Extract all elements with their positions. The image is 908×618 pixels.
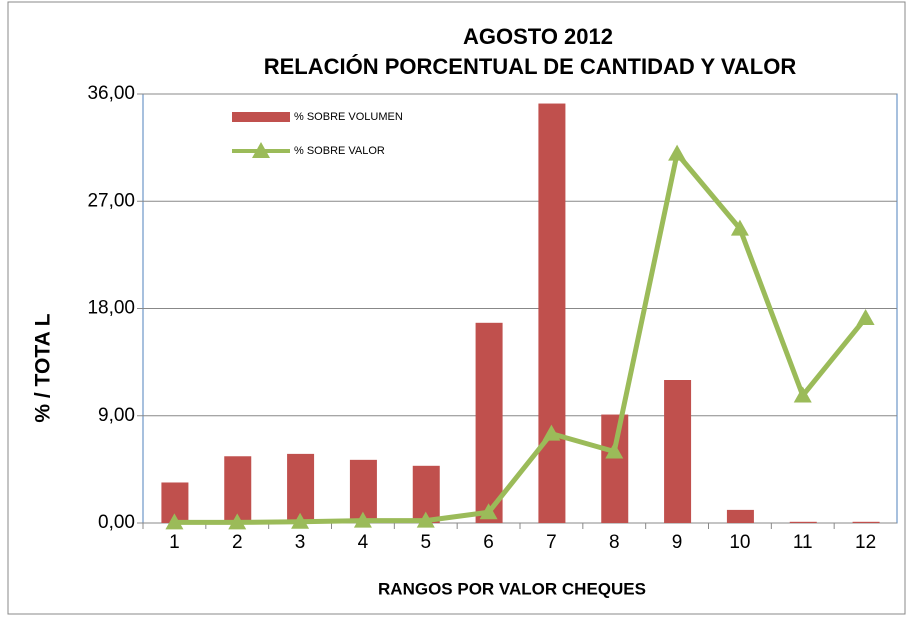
legend-label: % SOBRE VALOR xyxy=(294,145,385,157)
x-tick-label: 7 xyxy=(546,532,557,553)
x-tick-label: 8 xyxy=(609,532,620,553)
chart-title: AGOSTO 2012 xyxy=(463,24,613,49)
line-marker xyxy=(479,503,498,520)
x-tick-label: 3 xyxy=(295,532,306,553)
line-marker xyxy=(793,386,812,403)
x-tick-label: 2 xyxy=(232,532,243,553)
x-tick-label: 11 xyxy=(793,532,813,553)
bar xyxy=(852,521,880,523)
line-marker xyxy=(668,144,687,161)
bar xyxy=(224,456,252,523)
line-marker xyxy=(353,511,372,528)
y-tick-label: 9,00 xyxy=(98,405,135,426)
x-tick-label: 9 xyxy=(672,532,683,553)
line-marker xyxy=(165,513,184,530)
line-marker xyxy=(730,219,749,236)
y-axis-label: % / TOTA L xyxy=(32,313,55,422)
x-tick-label: 10 xyxy=(729,532,750,553)
line-marker xyxy=(228,513,247,530)
x-tick-label: 6 xyxy=(483,532,494,553)
bar xyxy=(664,380,692,523)
x-axis-label: RANGOS POR VALOR CHEQUES xyxy=(378,579,646,598)
legend-swatch xyxy=(252,142,270,158)
bar xyxy=(287,453,315,523)
line-marker xyxy=(291,512,310,529)
bar xyxy=(349,459,377,523)
x-tick-label: 5 xyxy=(420,532,431,553)
bar xyxy=(601,414,629,523)
legend-label: % SOBRE VOLUMEN xyxy=(294,111,403,123)
y-tick-label: 0,00 xyxy=(98,512,135,533)
chart-subtitle: RELACIÓN PORCENTUAL DE CANTIDAD Y VALOR xyxy=(264,54,797,79)
legend-swatch xyxy=(232,112,290,122)
line-marker xyxy=(856,309,875,326)
line-marker xyxy=(605,442,624,459)
bar xyxy=(726,509,754,523)
bar xyxy=(475,322,503,523)
line-marker xyxy=(542,424,561,441)
bar xyxy=(789,521,817,523)
line-marker xyxy=(416,511,435,528)
bar xyxy=(538,103,566,524)
x-tick-label: 1 xyxy=(169,532,180,553)
y-tick-label: 18,00 xyxy=(87,298,135,319)
x-tick-label: 4 xyxy=(358,532,369,553)
y-tick-label: 27,00 xyxy=(87,190,135,211)
y-tick-label: 36,00 xyxy=(87,83,135,104)
x-tick-label: 12 xyxy=(855,532,876,553)
line xyxy=(174,151,868,525)
